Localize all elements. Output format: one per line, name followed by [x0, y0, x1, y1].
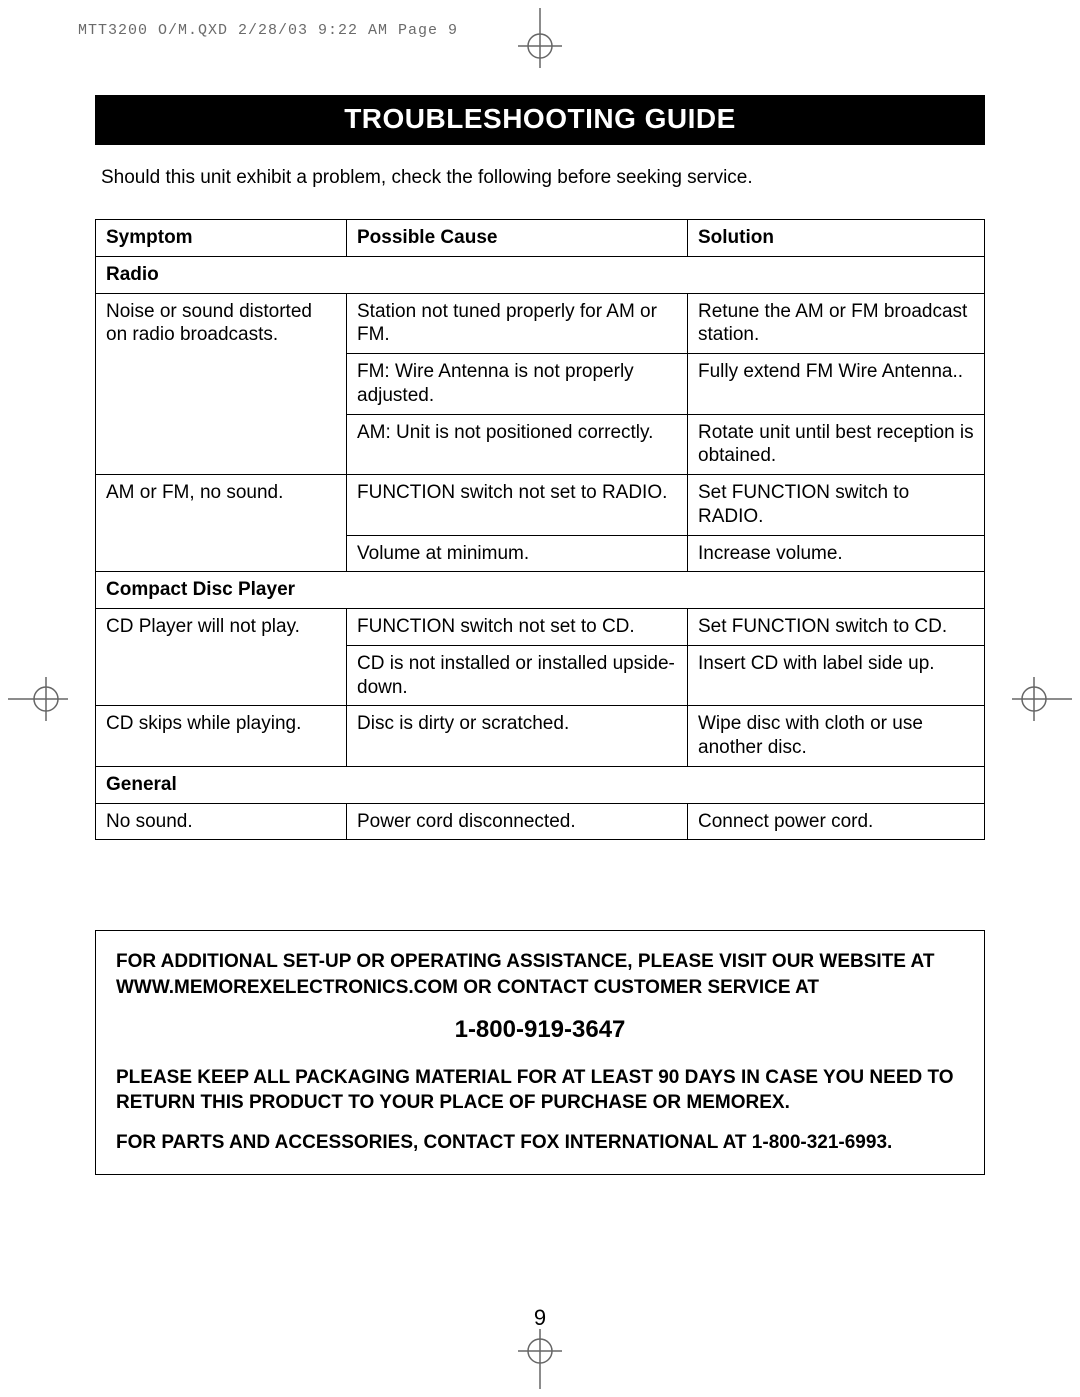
- cell-symptom: CD Player will not play.: [96, 609, 347, 706]
- cell-cause: CD is not installed or installed upside-…: [347, 645, 688, 706]
- table-row: No sound. Power cord disconnected. Conne…: [96, 803, 985, 840]
- table-row: CD Player will not play. FUNCTION switch…: [96, 609, 985, 646]
- cell-cause: Volume at minimum.: [347, 535, 688, 572]
- cell-solution: Set FUNCTION switch to CD.: [688, 609, 985, 646]
- col-cause-header: Possible Cause: [347, 220, 688, 257]
- cell-solution: Fully extend FM Wire Antenna..: [688, 354, 985, 415]
- crop-mark-right-icon: [1012, 677, 1072, 721]
- info-box: FOR ADDITIONAL SET-UP OR OPERATING ASSIS…: [95, 930, 985, 1175]
- info-line-1: FOR ADDITIONAL SET-UP OR OPERATING ASSIS…: [116, 949, 964, 1000]
- page-number: 9: [534, 1305, 546, 1331]
- section-general: General: [96, 766, 985, 803]
- cell-symptom: AM or FM, no sound.: [96, 475, 347, 572]
- cell-cause: Disc is dirty or scratched.: [347, 706, 688, 767]
- intro-text: Should this unit exhibit a problem, chec…: [101, 167, 985, 189]
- cell-cause: Power cord disconnected.: [347, 803, 688, 840]
- cell-symptom: No sound.: [96, 803, 347, 840]
- cell-solution: Set FUNCTION switch to RADIO.: [688, 475, 985, 536]
- col-symptom-header: Symptom: [96, 220, 347, 257]
- cell-solution: Connect power cord.: [688, 803, 985, 840]
- table-row: CD skips while playing. Disc is dirty or…: [96, 706, 985, 767]
- info-line-3: FOR PARTS AND ACCESSORIES, CONTACT FOX I…: [116, 1130, 964, 1156]
- info-line-2: PLEASE KEEP ALL PACKAGING MATERIAL FOR A…: [116, 1065, 964, 1116]
- section-radio: Radio: [96, 256, 985, 293]
- cell-solution: Wipe disc with cloth or use another disc…: [688, 706, 985, 767]
- print-meta-header: MTT3200 O/M.QXD 2/28/03 9:22 AM Page 9: [78, 22, 458, 39]
- info-phone: 1-800-919-3647: [116, 1014, 964, 1046]
- cell-cause: FUNCTION switch not set to RADIO.: [347, 475, 688, 536]
- cell-solution: Insert CD with label side up.: [688, 645, 985, 706]
- manual-page: MTT3200 O/M.QXD 2/28/03 9:22 AM Page 9 T…: [0, 0, 1080, 1397]
- table-row: Noise or sound distorted on radio broadc…: [96, 293, 985, 354]
- col-solution-header: Solution: [688, 220, 985, 257]
- cell-cause: AM: Unit is not positioned correctly.: [347, 414, 688, 475]
- troubleshooting-table: Symptom Possible Cause Solution Radio No…: [95, 219, 985, 840]
- cell-solution: Rotate unit until best reception is obta…: [688, 414, 985, 475]
- page-content: TROUBLESHOOTING GUIDE Should this unit e…: [95, 95, 985, 840]
- section-general-label: General: [96, 766, 985, 803]
- cell-symptom: CD skips while playing.: [96, 706, 347, 767]
- cell-solution: Retune the AM or FM broadcast station.: [688, 293, 985, 354]
- section-radio-label: Radio: [96, 256, 985, 293]
- cell-solution: Increase volume.: [688, 535, 985, 572]
- section-cd-label: Compact Disc Player: [96, 572, 985, 609]
- table-header-row: Symptom Possible Cause Solution: [96, 220, 985, 257]
- cell-cause: FM: Wire Antenna is not properly adjuste…: [347, 354, 688, 415]
- crop-mark-top-icon: [518, 8, 562, 68]
- crop-mark-left-icon: [8, 677, 68, 721]
- crop-mark-bottom-icon: [518, 1329, 562, 1389]
- cell-symptom: Noise or sound distorted on radio broadc…: [96, 293, 347, 475]
- table-row: AM or FM, no sound. FUNCTION switch not …: [96, 475, 985, 536]
- page-title: TROUBLESHOOTING GUIDE: [95, 95, 985, 145]
- section-cd: Compact Disc Player: [96, 572, 985, 609]
- cell-cause: FUNCTION switch not set to CD.: [347, 609, 688, 646]
- cell-cause: Station not tuned properly for AM or FM.: [347, 293, 688, 354]
